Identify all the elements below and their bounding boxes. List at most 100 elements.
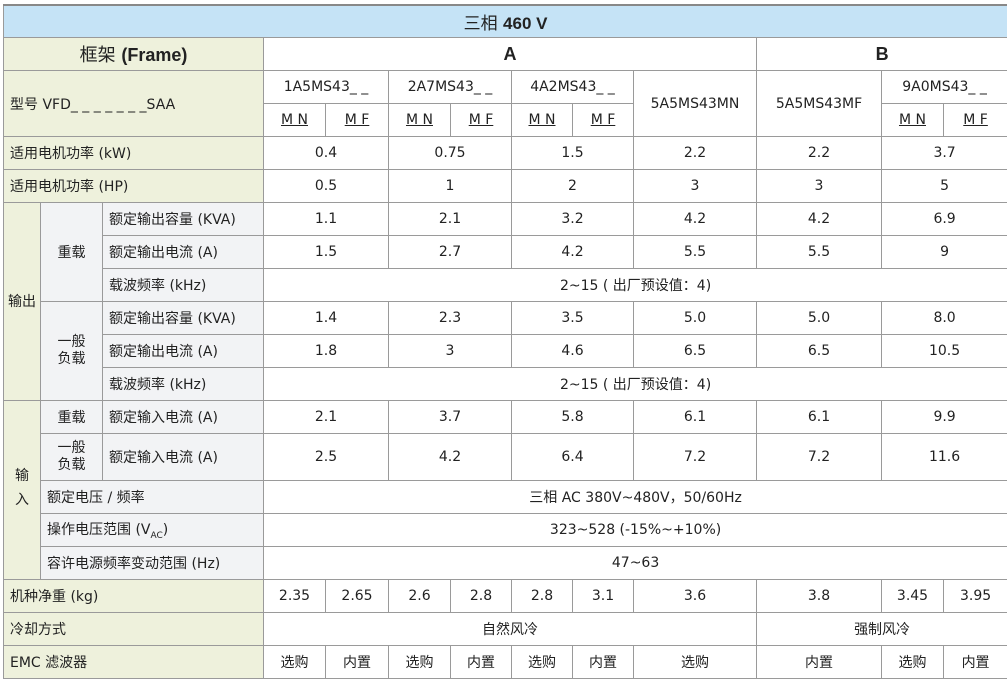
row-label: 机种净重 (kg) [3, 579, 264, 613]
cell: 4.2 [633, 202, 757, 236]
normal-label: 一般负载 [40, 433, 103, 481]
cell: 6.5 [756, 334, 882, 368]
cell: 1.4 [263, 301, 389, 335]
model-cell: 2A7MS43_ _ [388, 70, 512, 104]
model-cell: 4A2MS43_ _ [511, 70, 634, 104]
suffix-mf: M F [325, 103, 389, 137]
row-label: 额定输出容量 (KVA) [102, 202, 264, 236]
hp-row: 适用电机功率 (HP) 0.5 1 2 3 3 5 [3, 169, 1007, 203]
cell: 2.1 [263, 400, 389, 434]
cell: 自然风冷 [263, 612, 757, 646]
cell: 6.5 [633, 334, 757, 368]
cell: 1.5 [263, 235, 389, 269]
cell: 10.5 [880, 334, 1007, 368]
cell: 5.8 [511, 400, 634, 434]
cell: 0.75 [388, 136, 512, 170]
cell: 47~63 [262, 546, 1007, 580]
cell: 2.6 [388, 579, 451, 613]
row-label: 额定输入电流 (A) [102, 433, 264, 481]
cell: 11.6 [880, 433, 1007, 481]
cell: 2.8 [450, 579, 512, 613]
row-label: 载波频率 (kHz) [102, 268, 264, 302]
cell: 6.1 [633, 400, 757, 434]
cell: 5.5 [633, 235, 757, 269]
cell: 3.6 [633, 579, 757, 613]
row-label: EMC 滤波器 [3, 645, 264, 679]
cell: 2.3 [388, 301, 512, 335]
suffix-mn: M N [263, 103, 326, 137]
cell: 0.4 [263, 136, 389, 170]
cell: 323~528 (-15%~+10%) [262, 513, 1007, 547]
input-group-label: 输入 [3, 400, 41, 580]
cell: 2.8 [511, 579, 573, 613]
cell: 6.9 [880, 202, 1007, 236]
row-label: 冷却方式 [3, 612, 264, 646]
model-cell: 5A5MS43MF [756, 70, 882, 137]
emc-row: EMC 滤波器 选购 内置 选购 内置 选购 内置 选购 内置 选购 内置 [3, 645, 1007, 679]
cell: 3 [388, 334, 512, 368]
cell: 选购 [511, 645, 573, 679]
frame-label: 框架 (Frame) [3, 37, 264, 71]
spec-table: 三相 460 V 框架 (Frame) A B 型号 VFD_ _ _ _ _ … [2, 4, 1007, 679]
row-label: 额定输出容量 (KVA) [102, 301, 264, 335]
cell: 6.1 [756, 400, 882, 434]
cell: 4.2 [388, 433, 512, 481]
cell: 5.5 [756, 235, 882, 269]
cell: 2 [511, 169, 634, 203]
cell: 2.2 [633, 136, 757, 170]
cell: 5 [880, 169, 1007, 203]
cell: 2.5 [263, 433, 389, 481]
row-label: 额定电压 / 频率 [40, 480, 264, 514]
row-label: 适用电机功率 (HP) [3, 169, 264, 203]
cell: 内置 [942, 645, 1007, 679]
weight-row: 机种净重 (kg) 2.35 2.65 2.6 2.8 2.8 3.1 3.6 … [3, 579, 1007, 613]
suffix-mn: M N [881, 103, 944, 137]
cell: 1.5 [511, 136, 634, 170]
row-label: 额定输出电流 (A) [102, 235, 264, 269]
cell: 2.65 [325, 579, 389, 613]
cell: 内置 [572, 645, 634, 679]
cell: 3.2 [511, 202, 634, 236]
suffix-mf: M F [572, 103, 634, 137]
suffix-mn: M N [511, 103, 573, 137]
cell: 2.7 [388, 235, 512, 269]
cell: 内置 [450, 645, 512, 679]
cell: 选购 [388, 645, 451, 679]
cell: 1 [388, 169, 512, 203]
cell: 选购 [263, 645, 326, 679]
row-label: 载波频率 (kHz) [102, 367, 264, 401]
frame-a: A [263, 37, 757, 71]
model-cell: 1A5MS43_ _ [263, 70, 389, 104]
cell: 强制风冷 [755, 612, 1007, 646]
cell: 2~15 ( 出厂预设值：4) [262, 367, 1007, 401]
model-cell: 9A0MS43_ _ [880, 70, 1007, 104]
model-label: 型号 VFD_ _ _ _ _ _ _SAA [3, 70, 264, 137]
suffix-mn: M N [388, 103, 451, 137]
cell: 8.0 [880, 301, 1007, 335]
cell: 4.2 [756, 202, 882, 236]
cell: 3.45 [881, 579, 944, 613]
model-cell: 5A5MS43MN [633, 70, 757, 137]
cell: 1.8 [263, 334, 389, 368]
cell: 5.0 [756, 301, 882, 335]
cell: 内置 [756, 645, 882, 679]
cell: 7.2 [756, 433, 882, 481]
cell: 5.0 [633, 301, 757, 335]
row-label: 容许电源频率变动范围 (Hz) [40, 546, 264, 580]
cell: 3.95 [942, 579, 1007, 613]
cell: 3.8 [756, 579, 882, 613]
cell: 3.7 [880, 136, 1007, 170]
heavy-label: 重载 [40, 202, 103, 302]
cell: 3 [633, 169, 757, 203]
cell: 9 [880, 235, 1007, 269]
cell: 3.5 [511, 301, 634, 335]
cell: 2~15 ( 出厂预设值：4) [262, 268, 1007, 302]
cell: 3.1 [572, 579, 634, 613]
suffix-mf: M F [450, 103, 512, 137]
row-label: 额定输出电流 (A) [102, 334, 264, 368]
cell: 选购 [633, 645, 757, 679]
output-group-label: 输出 [3, 202, 41, 401]
heavy-label: 重载 [40, 400, 103, 434]
cell: 9.9 [880, 400, 1007, 434]
cell: 3 [756, 169, 882, 203]
